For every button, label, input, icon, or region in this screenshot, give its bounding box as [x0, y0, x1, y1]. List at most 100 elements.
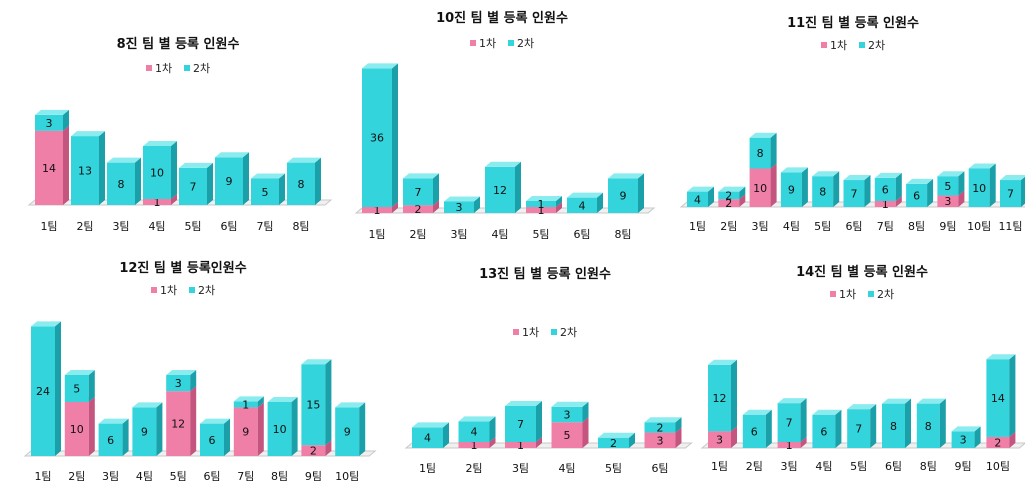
chart2-bar-5팀-s2: [812, 171, 840, 207]
chart3-category-label-2팀: 2팀: [68, 470, 85, 483]
chart2-value-label-6팀-s2: 7: [851, 188, 858, 201]
chart-14jin-svg: 14진 팀 별 등록 인원수 1차 2차 3 12 1팀 6 2팀 1 7 3팀 6 4팀 7 5팀 8 6팀 8…: [700, 264, 1025, 473]
chart1-category-label-5팀: 5팀: [532, 228, 549, 241]
chart4-category-label-3팀: 3팀: [512, 462, 529, 475]
chart0-value-label-1팀-s1: 14: [42, 162, 56, 175]
chart3-category-label-4팀: 4팀: [136, 470, 153, 483]
chart2-legend: 1차 2차: [821, 39, 885, 52]
chart3-bar-8팀-s2: [267, 397, 298, 456]
chart1-title: 10진 팀 별 등록 인원수: [436, 10, 568, 26]
chart3-bar-6팀-s2: [200, 418, 230, 456]
chart4-value-label-3팀-s2: 7: [517, 418, 524, 431]
chart3-bar-5팀-s1: [166, 386, 197, 456]
chart4-category-label-5팀: 5팀: [605, 462, 622, 475]
chart3-bar-4팀-s2: [132, 402, 163, 456]
chart5-title: 14진 팀 별 등록 인원수: [796, 264, 928, 280]
chart0-legend-swatch-1: [146, 65, 152, 71]
chart3-title: 12진 팀 별 등록인원수: [119, 260, 246, 276]
chart3-bar-7팀-s2: [233, 396, 264, 408]
chart5-bar-5팀-s2: [847, 404, 877, 448]
chart0-value-label-2팀-s2: 13: [78, 165, 92, 178]
chart3-value-label-7팀-s2: 1: [242, 398, 249, 411]
chart4-title: 13진 팀 별 등록 인원수: [479, 266, 611, 282]
chart1-value-label-8팀-s2: 9: [620, 190, 627, 203]
chart5-category-label-2팀: 2팀: [746, 460, 763, 473]
chart5-legend: 1차 2차: [830, 288, 894, 301]
chart0-category-label-5팀: 5팀: [184, 220, 201, 233]
chart3-value-label-9팀-s2: 15: [306, 399, 320, 412]
chart3-value-label-3팀-s2: 6: [107, 434, 114, 447]
chart3-value-label-2팀-s1: 10: [70, 423, 84, 436]
chart3-category-label-10팀: 10팀: [335, 470, 359, 483]
chart0-value-label-1팀-s2: 3: [46, 117, 53, 130]
chart0-value-label-7팀-s2: 5: [262, 186, 269, 199]
chart0-bar-5팀-s2: [179, 162, 213, 205]
chart0-legend-label-1: 1차: [155, 62, 172, 75]
chart2-value-label-7팀-s2: 6: [882, 183, 889, 196]
chart1-category-label-4팀: 4팀: [491, 228, 508, 241]
chart2-value-label-7팀-s1: 1: [882, 198, 889, 211]
chart3-bar-3팀-s2: [98, 418, 129, 456]
chart1-value-label-5팀-s2: 1: [538, 198, 545, 211]
chart1-category-label-6팀: 6팀: [573, 228, 590, 241]
chart5-bar-1팀-s2: [708, 359, 737, 432]
chart0-value-label-6팀-s2: 9: [226, 175, 233, 188]
chart0-category-label-2팀: 2팀: [76, 220, 93, 233]
chart2-category-label-9팀: 9팀: [939, 220, 956, 233]
chart3-category-label-9팀: 9팀: [305, 470, 322, 483]
chart5-legend-label-1: 1차: [839, 288, 856, 301]
chart1-bar-3팀-s2: [444, 196, 480, 213]
chart3-value-label-6팀-s2: 6: [209, 434, 216, 447]
chart-11jin-svg: 11진 팀 별 등록 인원수 1차 2차 4 1팀 22 2팀 10 8 3팀 9 4팀 8 5팀 7 6팀 1…: [679, 15, 1025, 233]
chart5-category-label-1팀: 1팀: [711, 460, 728, 473]
chart2-bar-3팀-s2: [749, 132, 777, 169]
chart4-legend-label-2: 2차: [560, 326, 577, 339]
chart1-value-label-1팀-s2: 36: [370, 132, 384, 145]
chart2-category-label-1팀: 1팀: [689, 220, 706, 233]
chart1-value-label-3팀-s2: 3: [456, 201, 463, 214]
chart0-category-label-3팀: 3팀: [112, 220, 129, 233]
chart0-value-label-4팀-s1: 1: [154, 196, 161, 209]
chart4-category-label-6팀: 6팀: [651, 462, 668, 475]
chart0-category-label-6팀: 6팀: [220, 220, 237, 233]
chart3-legend-swatch-2: [189, 287, 195, 293]
chart4-value-label-1팀-s2: 4: [424, 432, 431, 445]
chart4-value-label-4팀-s2: 3: [564, 409, 571, 422]
chart2-category-label-7팀: 7팀: [877, 220, 894, 233]
chart1-bar-2팀-s2: [403, 173, 439, 206]
chart5-category-label-5팀: 5팀: [850, 460, 867, 473]
chart5-value-label-9팀-s2: 3: [960, 434, 967, 447]
chart5-value-label-5팀-s2: 7: [855, 423, 862, 436]
chart4-category-label-2팀: 2팀: [465, 462, 482, 475]
chart0-legend: 1차 2차: [146, 62, 210, 75]
chart2-legend-label-2: 2차: [868, 39, 885, 52]
chart1-value-label-2팀-s1: 2: [415, 203, 422, 216]
chart5-category-label-9팀: 9팀: [955, 460, 972, 473]
chart1-category-label-8팀: 8팀: [614, 228, 631, 241]
chart0-title: 8진 팀 별 등록 인원수: [117, 36, 240, 52]
chart5-category-label-4팀: 4팀: [815, 460, 832, 473]
chart0-legend-label-2: 2차: [193, 62, 210, 75]
chart3-value-label-8팀-s2: 10: [273, 423, 287, 436]
chart4-value-label-2팀-s1: 1: [471, 439, 478, 452]
chart2-bar-8팀-s2: [906, 178, 934, 207]
chart4-bar-2팀-s2: [458, 416, 496, 442]
chart5-value-label-4팀-s2: 6: [820, 425, 827, 438]
chart4-bar-3팀-s2: [505, 400, 542, 442]
chart4-bar-1팀-s2: [412, 422, 449, 448]
chart0-value-label-8팀-s2: 8: [298, 178, 305, 191]
chart5-category-label-10팀: 10팀: [986, 460, 1010, 473]
chart1-value-label-4팀-s2: 12: [493, 184, 507, 197]
chart2-value-label-8팀-s2: 6: [913, 189, 920, 202]
chart5-legend-swatch-1: [830, 291, 836, 297]
chart2-value-label-3팀-s2: 8: [757, 147, 764, 160]
chart5-value-label-1팀-s1: 3: [716, 434, 723, 447]
chart0-bar-1팀-s2: [35, 109, 69, 131]
chart5-legend-label-2: 2차: [877, 288, 894, 301]
chart0-bar-7팀-s2: [251, 173, 285, 205]
chart2-value-label-2팀-s2: 2: [725, 189, 732, 202]
chart0-category-label-4팀: 4팀: [148, 220, 165, 233]
